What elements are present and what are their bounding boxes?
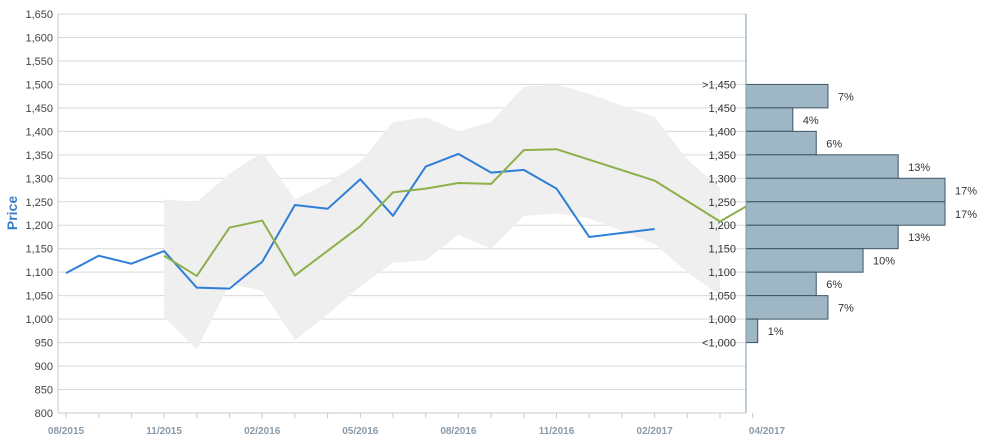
histogram-percent-label: 7%: [838, 91, 854, 103]
y-tick-label: 1,500: [25, 79, 53, 91]
histogram-percent-label: 7%: [838, 303, 854, 315]
x-tick-label: 11/2015: [146, 426, 182, 437]
histogram-bar: [745, 271, 817, 297]
y-tick-label: 1,300: [25, 173, 53, 185]
histogram-bin-label: 1,400: [708, 126, 736, 138]
x-tick-label: 02/2016: [244, 426, 281, 437]
x-tick-label: 04/2017: [749, 426, 786, 437]
y-tick-label: 1,600: [25, 32, 53, 44]
x-tick-label: 08/2015: [48, 426, 85, 437]
forecast-band-layer: [164, 84, 721, 350]
histogram-bar: [745, 107, 794, 132]
histogram-bin-label: 1,250: [708, 197, 736, 209]
y-tick-label: 900: [35, 361, 53, 373]
x-tick-label: 11/2016: [539, 426, 575, 437]
histogram-percent-label: 1%: [768, 326, 784, 338]
histogram-bar: [745, 224, 899, 250]
histogram-bar: [745, 83, 829, 109]
histogram-percent-label: 6%: [826, 138, 842, 150]
y-tick-label: 850: [35, 385, 53, 397]
histogram-percent-label: 6%: [826, 279, 842, 291]
y-tick-label: 1,200: [25, 220, 53, 232]
x-tick-label: 05/2016: [342, 426, 379, 437]
average-series-line: [163, 148, 747, 277]
histogram-percent-label: 13%: [908, 232, 930, 244]
histogram-bar: [745, 318, 759, 344]
y-tick-label: 1,000: [25, 314, 53, 326]
histogram-bin-label: 1,200: [708, 220, 736, 232]
histogram-layer: >1,450 7% 1,450 4% 1,400 6% 1,350 13% 1,300 17% 1,…: [702, 79, 977, 349]
y-tick-label: 1,650: [25, 9, 53, 21]
histogram-bin-label: 1,050: [708, 291, 736, 303]
histogram-bin-label: <1,000: [702, 338, 736, 350]
y-tick-label: 1,050: [25, 291, 53, 303]
histogram-bin-label: 1,100: [708, 267, 736, 279]
y-axis-title: Price: [4, 196, 20, 230]
y-tick-label: 1,150: [25, 244, 53, 256]
histogram-percent-label: 4%: [803, 115, 819, 127]
histogram-bar: [745, 177, 946, 203]
y-tick-label: 1,100: [25, 267, 53, 279]
histogram-bar: [745, 130, 817, 156]
y-tick-label: 1,550: [25, 56, 53, 68]
forecast-range-band: [164, 84, 721, 350]
histogram-bin-label: 1,450: [708, 103, 736, 115]
y-tick-label: 1,400: [25, 126, 53, 138]
histogram-bin-label: >1,450: [702, 79, 736, 91]
histogram-bin-label: 1,000: [708, 314, 736, 326]
histogram-percent-label: 17%: [955, 185, 977, 197]
y-tick-label: 950: [35, 338, 53, 350]
y-tick-label: 1,250: [25, 197, 53, 209]
histogram-percent-label: 17%: [955, 209, 977, 221]
histogram-bar: [745, 154, 899, 179]
histogram-bar: [745, 201, 946, 226]
axis-layer: 800 850 900 950 1,000 1,050 1,100 1,150 1,200 1,2…: [25, 9, 785, 437]
histogram-bin-label: 1,350: [708, 150, 736, 162]
histogram-bin-label: 1,150: [708, 244, 736, 256]
histogram-bin-label: 1,300: [708, 173, 736, 185]
series-layer: [65, 148, 747, 290]
y-tick-label: 1,450: [25, 103, 53, 115]
y-tick-label: 1,350: [25, 150, 53, 162]
histogram-bar: [745, 295, 829, 320]
x-tick-label: 02/2017: [637, 426, 674, 437]
histogram-bar: [745, 248, 864, 273]
price-series-line: [65, 152, 655, 290]
histogram-percent-label: 13%: [908, 162, 930, 174]
x-tick-label: 08/2016: [440, 426, 477, 437]
y-tick-label: 800: [35, 408, 53, 420]
histogram-percent-label: 10%: [873, 256, 895, 268]
